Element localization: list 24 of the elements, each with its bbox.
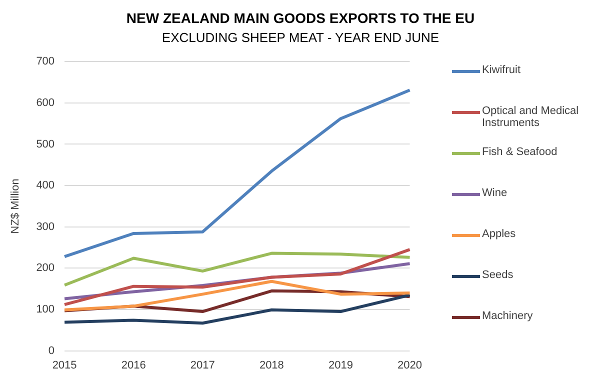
y-tick-label: 500 <box>36 138 55 150</box>
y-tick-label: 200 <box>36 262 55 274</box>
legend-label: Apples <box>482 228 516 240</box>
x-tick-label: 2016 <box>121 359 146 372</box>
legend-label: Seeds <box>482 269 514 281</box>
chart-subtitle: EXCLUDING SHEEP MEAT - YEAR END JUNE <box>160 30 440 45</box>
y-tick-label: 700 <box>36 56 55 68</box>
y-tick-label: 100 <box>36 304 55 316</box>
y-tick-label: 300 <box>36 220 55 233</box>
legend-label: Wine <box>482 187 508 199</box>
legend-label: Fish & Seafood <box>482 146 558 158</box>
y-tick-label: 0 <box>48 344 55 357</box>
y-tick-label: 600 <box>36 96 55 109</box>
legend-label: Kiwifruit <box>482 64 521 76</box>
chart-title: NEW ZEALAND MAIN GOODS EXPORTS TO THE EU <box>125 10 476 26</box>
x-tick-label: 2020 <box>398 359 422 372</box>
y-axis-title: NZ$ Million <box>10 178 22 234</box>
legend-label: Optical and Medical Instruments <box>482 105 580 129</box>
x-tick-label: 2017 <box>190 359 215 372</box>
x-tick-label: 2015 <box>52 359 77 372</box>
x-tick-label: 2018 <box>259 359 284 372</box>
legend-label: Machinery <box>482 310 533 322</box>
y-tick-label: 400 <box>36 180 55 192</box>
x-tick-label: 2019 <box>328 359 353 372</box>
